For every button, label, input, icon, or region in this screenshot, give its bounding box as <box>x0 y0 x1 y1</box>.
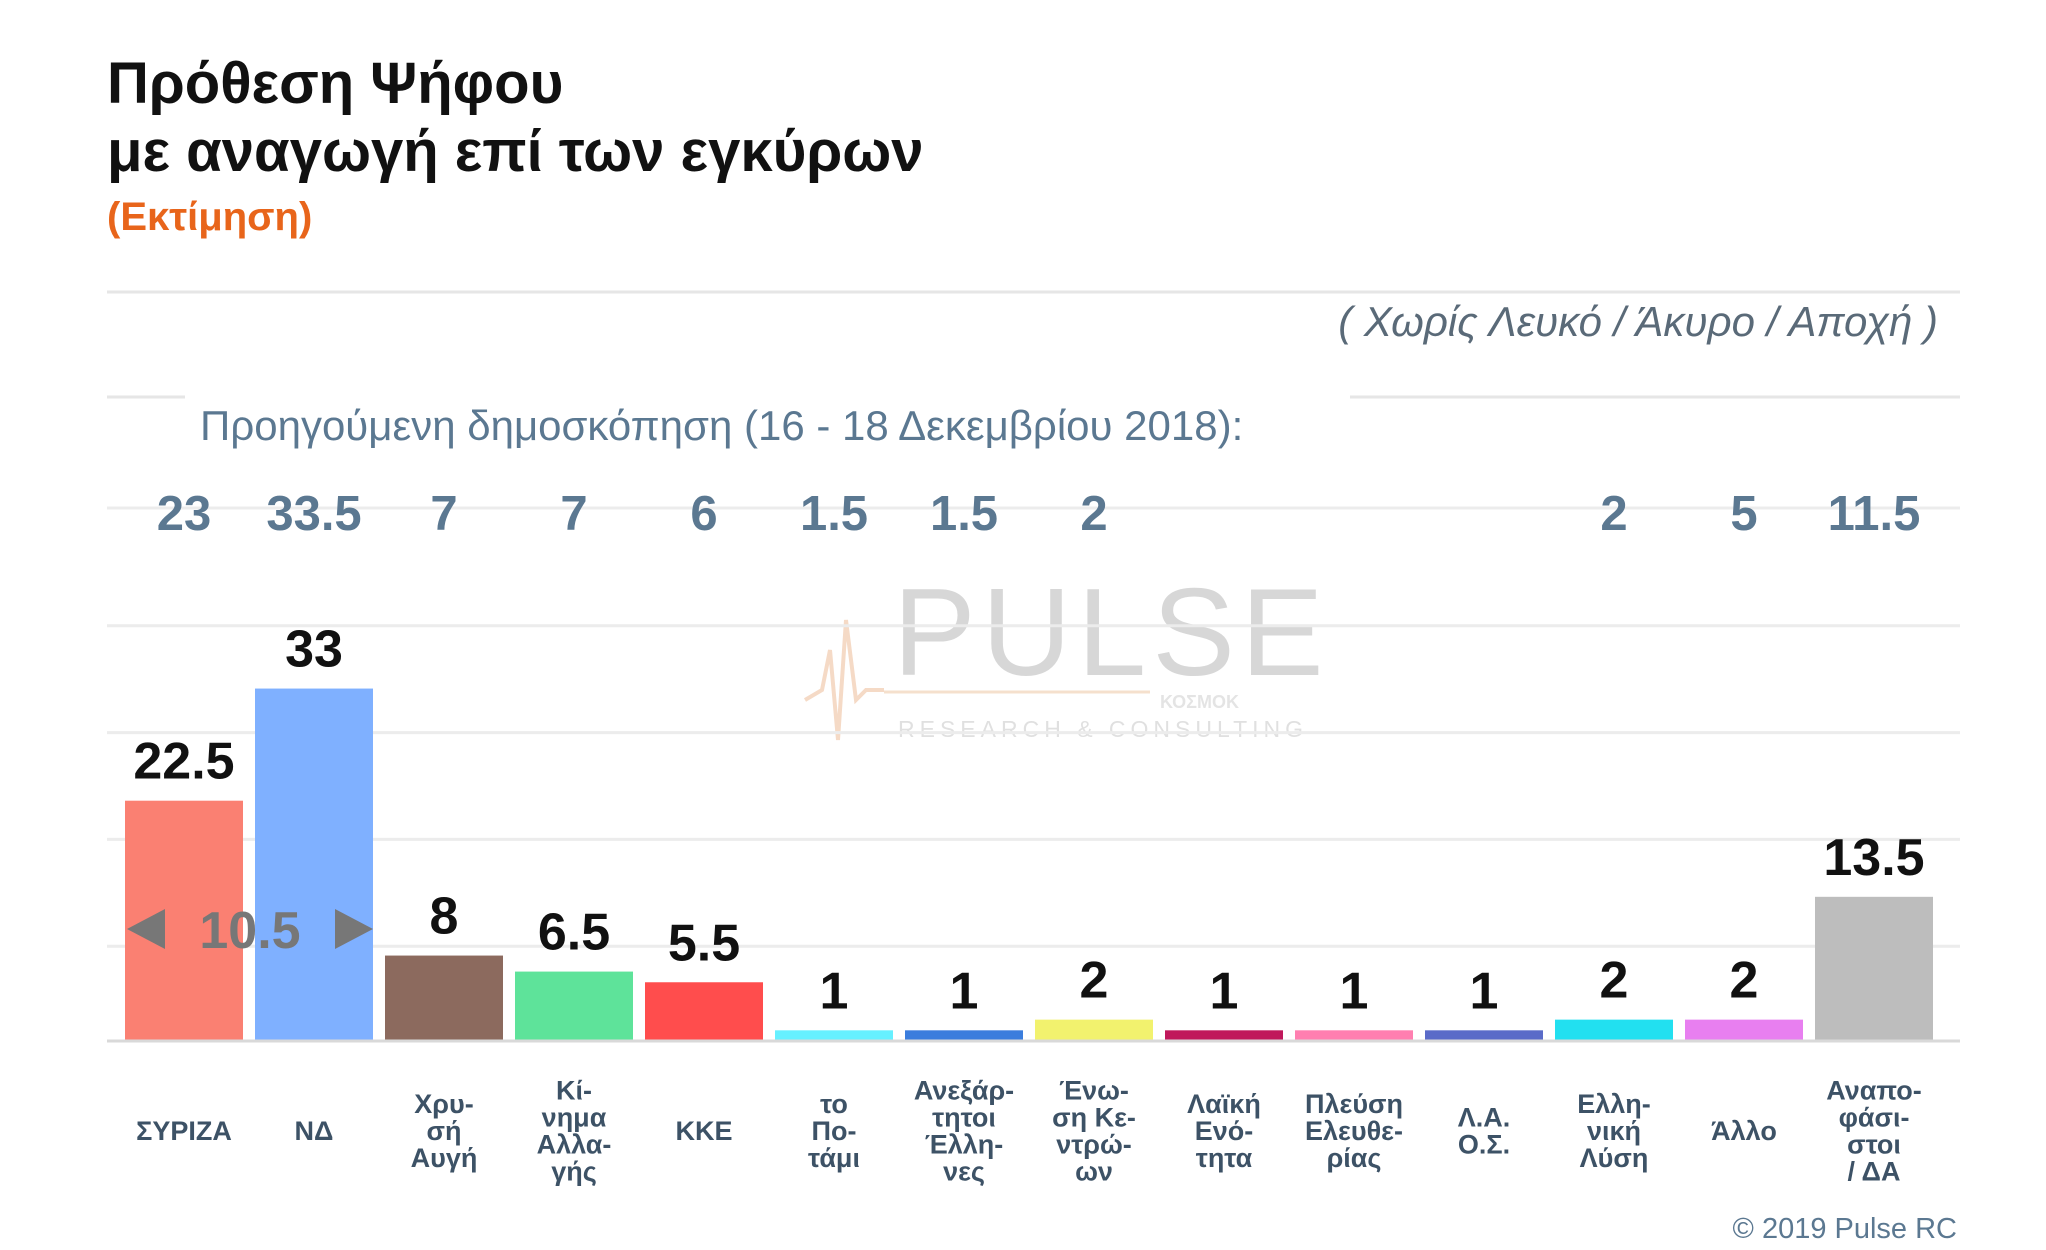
previous-value: 33.5 <box>266 487 361 541</box>
bar <box>905 1030 1023 1041</box>
bar-value-label: 6.5 <box>538 904 610 962</box>
bar-value-label: 8 <box>430 888 459 946</box>
category-label: ΝΔ <box>295 1116 334 1146</box>
bar-value-label: 2 <box>1600 952 1629 1010</box>
watermark: PULSE ΚΟΣΜΟΚ RESEARCH & CONSULTING <box>803 564 1330 742</box>
previous-value: 1.5 <box>800 487 868 541</box>
watermark-tagline: RESEARCH & CONSULTING <box>898 716 1308 742</box>
previous-poll-label: Προηγούμενη δημοσκόπηση (16 - 18 Δεκεμβρ… <box>200 402 1244 449</box>
bar-value-label: 5.5 <box>668 914 740 972</box>
bar <box>1685 1019 1803 1041</box>
bar <box>385 955 503 1041</box>
watermark-partner: ΚΟΣΜΟΚ <box>1160 692 1239 712</box>
bar-value-labels: 22.5 33 8 6.5 5.5 1 1 2 1 1 1 2 2 13.5 <box>133 621 1924 1021</box>
bar <box>1555 1019 1673 1041</box>
previous-value: 7 <box>430 487 457 541</box>
gap-indicator: 10.5 <box>127 902 373 960</box>
bar-value-label: 1 <box>950 962 979 1020</box>
bar-value-label: 1 <box>1210 962 1239 1020</box>
previous-poll-values: 23 33.5 7 7 6 1.5 1.5 2 2 5 11.5 <box>157 487 1921 541</box>
category-label: Άλλο <box>1711 1116 1777 1146</box>
previous-value: 7 <box>560 487 587 541</box>
category-label: Λαϊκή Ενό-τητα <box>1187 1089 1261 1173</box>
bar <box>775 1030 893 1041</box>
bar-value-label: 1 <box>1340 962 1369 1020</box>
chart-subtitle: (Εκτίμηση) <box>107 195 313 239</box>
category-label: ΣΥΡΙΖΑ <box>136 1116 232 1146</box>
heartbeat-watermark-icon <box>803 619 884 741</box>
previous-value: 11.5 <box>1828 487 1921 541</box>
bar <box>515 971 633 1041</box>
category-label: Πλεύση Ελευθε-ρίας <box>1305 1089 1403 1173</box>
category-label: Ένω-ση Κε-ντρώ-ων <box>1052 1076 1136 1187</box>
bar-value-label: 2 <box>1080 952 1109 1010</box>
category-label: Ελλη-νική Λύση <box>1577 1089 1651 1173</box>
category-label: το Πο-τάμι <box>808 1089 860 1173</box>
bar <box>645 982 763 1041</box>
bar-value-label: 33 <box>285 621 343 679</box>
previous-value: 2 <box>1600 487 1627 541</box>
previous-value: 6 <box>690 487 717 541</box>
title-line-2: με αναγωγή επί των εγκύρων <box>107 119 924 184</box>
category-label: Αναπο-φάσι-στοι / ΔΑ <box>1826 1076 1922 1187</box>
bar <box>1295 1030 1413 1041</box>
arrow-right-icon <box>335 909 373 949</box>
category-label: ΚΚΕ <box>675 1116 732 1146</box>
bar-value-label: 1 <box>1470 962 1499 1020</box>
category-label: Ανεξάρ-τητοι Έλλη-νες <box>914 1076 1014 1187</box>
title-line-1: Πρόθεση Ψήφου <box>107 51 564 116</box>
gap-value: 10.5 <box>199 902 300 960</box>
bar <box>1425 1030 1543 1041</box>
bar-value-label: 2 <box>1730 952 1759 1010</box>
exclusion-note: ( Χωρίς Λευκό / Άκυρο / Αποχή ) <box>1338 298 1938 345</box>
category-label: Χρυ-σή Αυγή <box>411 1089 478 1173</box>
bar <box>1035 1019 1153 1041</box>
bar <box>255 688 373 1041</box>
category-label: Λ.Α. Ο.Σ. <box>1458 1103 1511 1160</box>
bar <box>1815 896 1933 1041</box>
category-label: Κί-νημα Αλλα-γής <box>537 1076 612 1187</box>
previous-value: 5 <box>1730 487 1757 541</box>
category-labels: ΣΥΡΙΖΑ ΝΔ Χρυ-σή Αυγή Κί-νημα Αλλα-γής ΚΚΕ το Πο… <box>136 1076 1922 1187</box>
previous-value: 2 <box>1080 487 1107 541</box>
watermark-brand: PULSE <box>893 564 1330 702</box>
bar-value-label: 1 <box>820 962 849 1020</box>
copyright-source: © 2019 Pulse RC <box>1732 1213 1957 1245</box>
gridlines <box>107 624 1960 948</box>
arrow-left-icon <box>127 909 165 949</box>
bar-value-label: 13.5 <box>1823 829 1924 887</box>
bars <box>125 688 1933 1041</box>
previous-value: 23 <box>157 487 212 541</box>
bar <box>1165 1030 1283 1041</box>
chart-title: Πρόθεση Ψήφου με αναγωγή επί των εγκύρων <box>107 50 924 186</box>
previous-value: 1.5 <box>930 487 998 541</box>
bar-value-label: 22.5 <box>133 733 234 791</box>
